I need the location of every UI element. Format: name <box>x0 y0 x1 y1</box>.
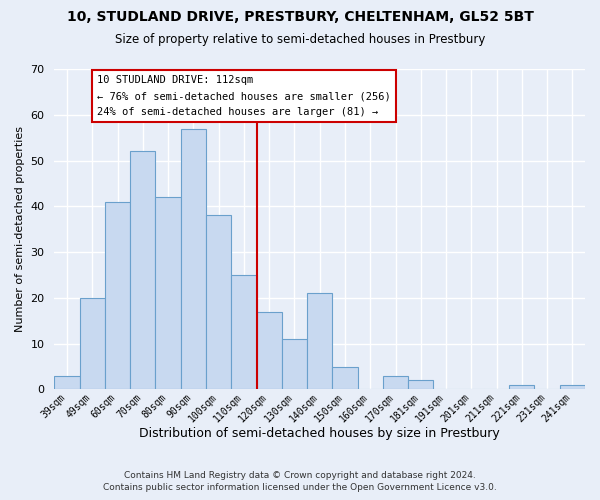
Bar <box>383 376 408 390</box>
Bar <box>206 216 231 390</box>
Bar <box>332 366 358 390</box>
Bar <box>307 294 332 390</box>
Bar <box>130 152 155 390</box>
Bar <box>181 128 206 390</box>
Text: Size of property relative to semi-detached houses in Prestbury: Size of property relative to semi-detach… <box>115 32 485 46</box>
Bar <box>155 197 181 390</box>
Bar <box>55 376 80 390</box>
X-axis label: Distribution of semi-detached houses by size in Prestbury: Distribution of semi-detached houses by … <box>139 427 500 440</box>
Bar <box>560 385 585 390</box>
Text: 10 STUDLAND DRIVE: 112sqm
← 76% of semi-detached houses are smaller (256)
24% of: 10 STUDLAND DRIVE: 112sqm ← 76% of semi-… <box>97 76 391 116</box>
Bar <box>509 385 535 390</box>
Text: 10, STUDLAND DRIVE, PRESTBURY, CHELTENHAM, GL52 5BT: 10, STUDLAND DRIVE, PRESTBURY, CHELTENHA… <box>67 10 533 24</box>
Bar <box>408 380 433 390</box>
Y-axis label: Number of semi-detached properties: Number of semi-detached properties <box>15 126 25 332</box>
Bar <box>257 312 282 390</box>
Bar <box>231 275 257 390</box>
Text: Contains HM Land Registry data © Crown copyright and database right 2024.
Contai: Contains HM Land Registry data © Crown c… <box>103 471 497 492</box>
Bar <box>282 339 307 390</box>
Bar <box>80 298 105 390</box>
Bar <box>105 202 130 390</box>
